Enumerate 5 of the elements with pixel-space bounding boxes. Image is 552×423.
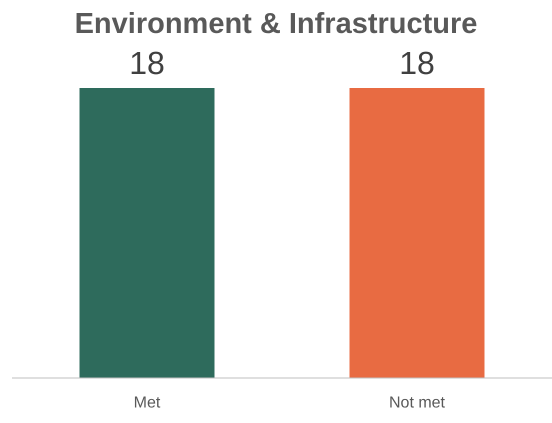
data-label: 18: [399, 45, 435, 81]
x-tick-label: Met: [134, 394, 161, 412]
x-tick-label: Not met: [388, 394, 446, 412]
chart-title: Environment & Infrastructure: [74, 8, 478, 40]
data-label: 18: [129, 45, 165, 81]
